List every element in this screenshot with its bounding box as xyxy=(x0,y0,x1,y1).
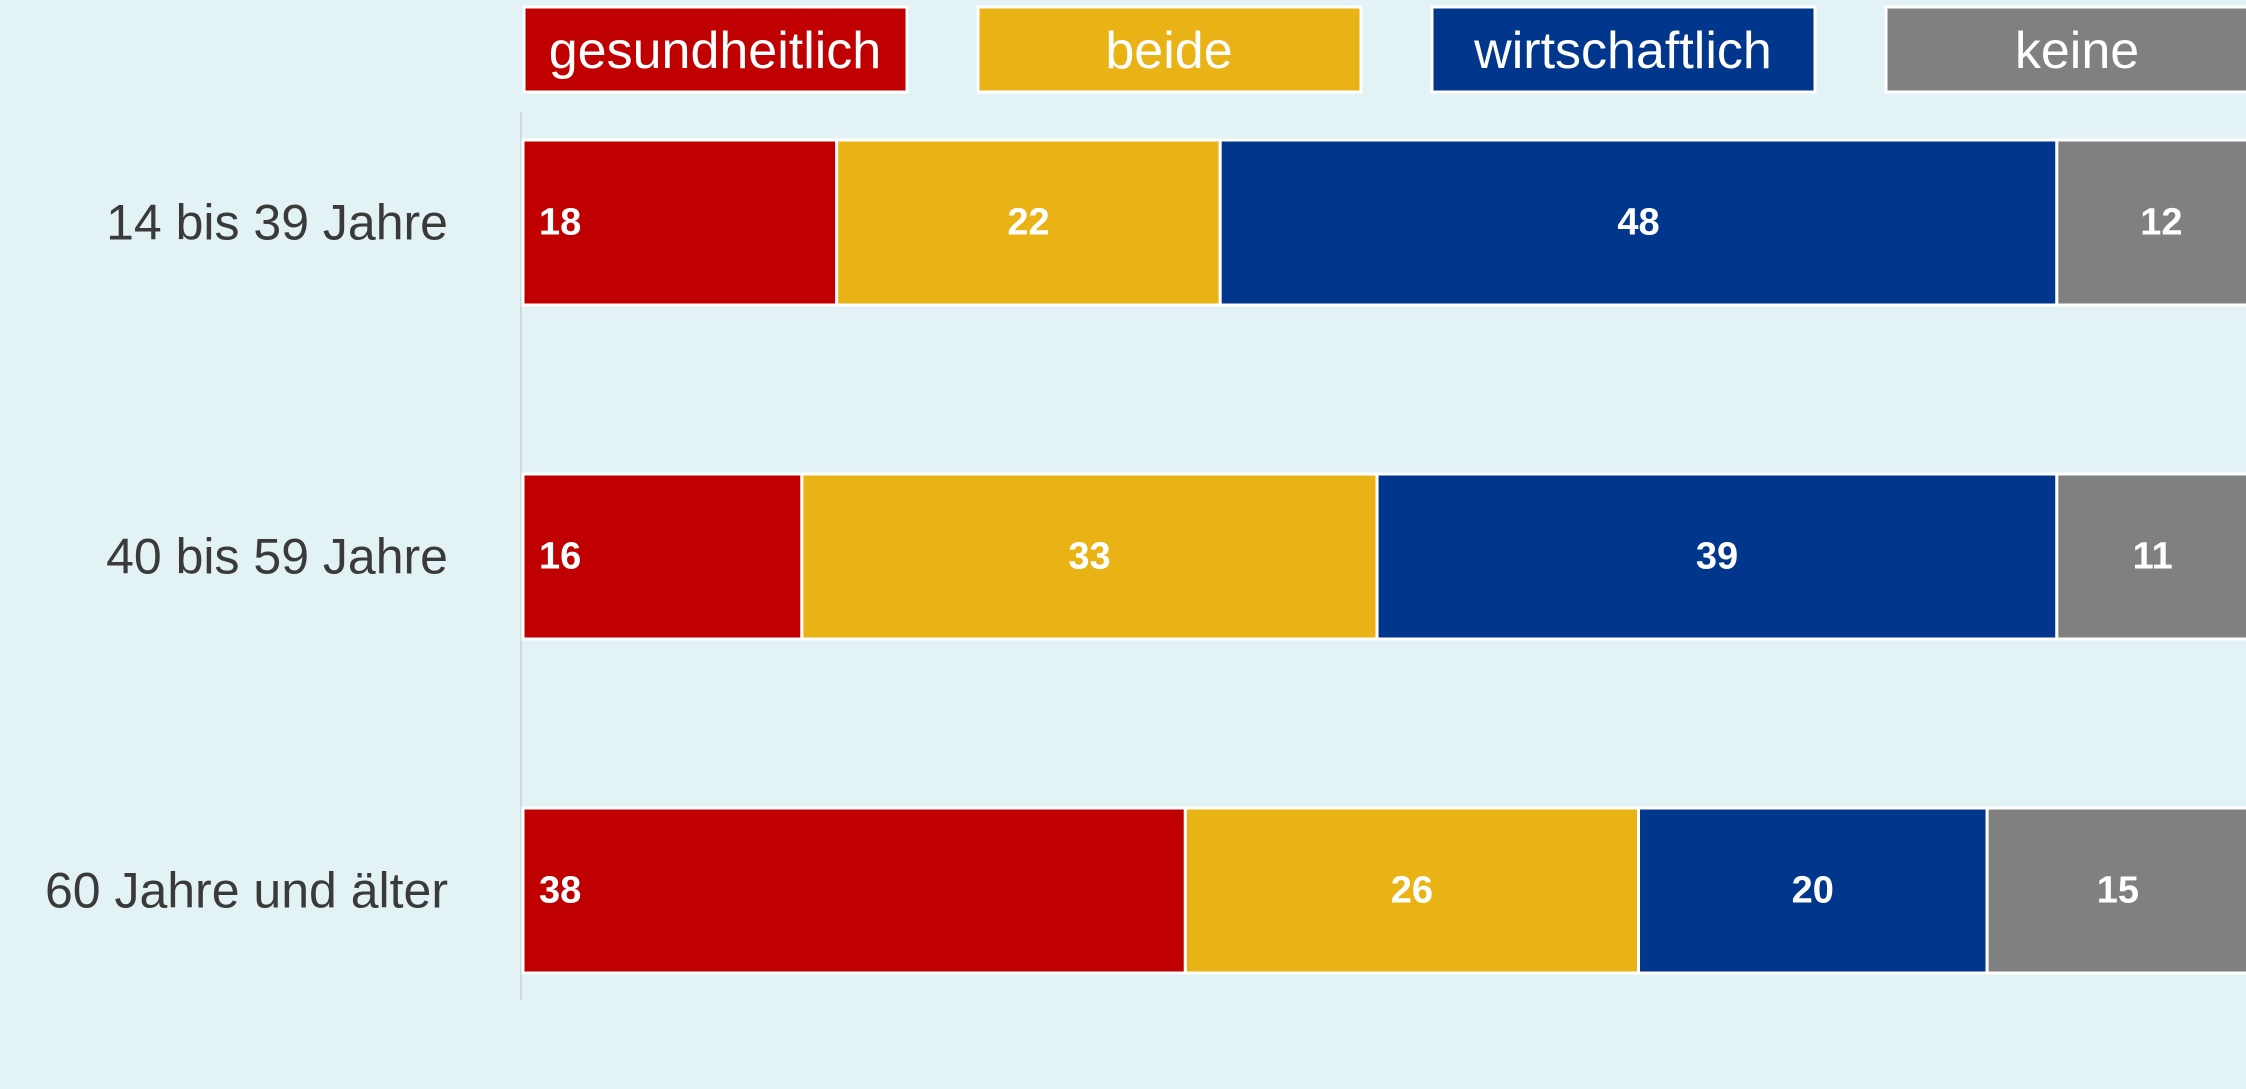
value-label: 33 xyxy=(1068,536,1110,578)
legend-swatch xyxy=(1884,5,2246,94)
legend-swatch xyxy=(1430,5,1817,94)
value-label: 12 xyxy=(2140,202,2182,244)
bar-segment xyxy=(2055,138,2246,307)
bar-segment xyxy=(521,472,804,641)
value-label: 26 xyxy=(1391,870,1433,912)
value-label: 20 xyxy=(1792,870,1834,912)
y-tick-label: 60 Jahre und älter xyxy=(45,863,448,919)
legend-label: wirtschaftlich xyxy=(1473,22,1772,80)
value-label: 11 xyxy=(2133,536,2173,578)
value-label: 48 xyxy=(1617,202,1659,244)
y-tick-label: 14 bis 39 Jahre xyxy=(106,195,448,251)
bar-segment xyxy=(521,806,1187,975)
legend-swatch xyxy=(976,5,1363,94)
bar-segment xyxy=(1183,806,1641,975)
legend-swatch xyxy=(522,5,909,94)
value-label: 15 xyxy=(2097,870,2139,912)
legend-label: beide xyxy=(1105,22,1232,80)
y-tick-label: 40 bis 59 Jahre xyxy=(106,529,448,585)
value-label: 22 xyxy=(1007,202,1049,244)
legend-label: keine xyxy=(2015,22,2139,80)
value-label: 16 xyxy=(539,536,581,578)
bar-segment xyxy=(1985,806,2246,975)
bar-segment xyxy=(1218,138,2059,307)
value-label: 18 xyxy=(539,202,581,244)
bar-segment xyxy=(2055,472,2246,641)
value-label: 39 xyxy=(1696,536,1738,578)
bar-segment xyxy=(1375,472,2059,641)
value-label: 38 xyxy=(539,870,581,912)
bar-segment xyxy=(1637,806,1989,975)
legend-label: gesundheitlich xyxy=(549,22,881,80)
